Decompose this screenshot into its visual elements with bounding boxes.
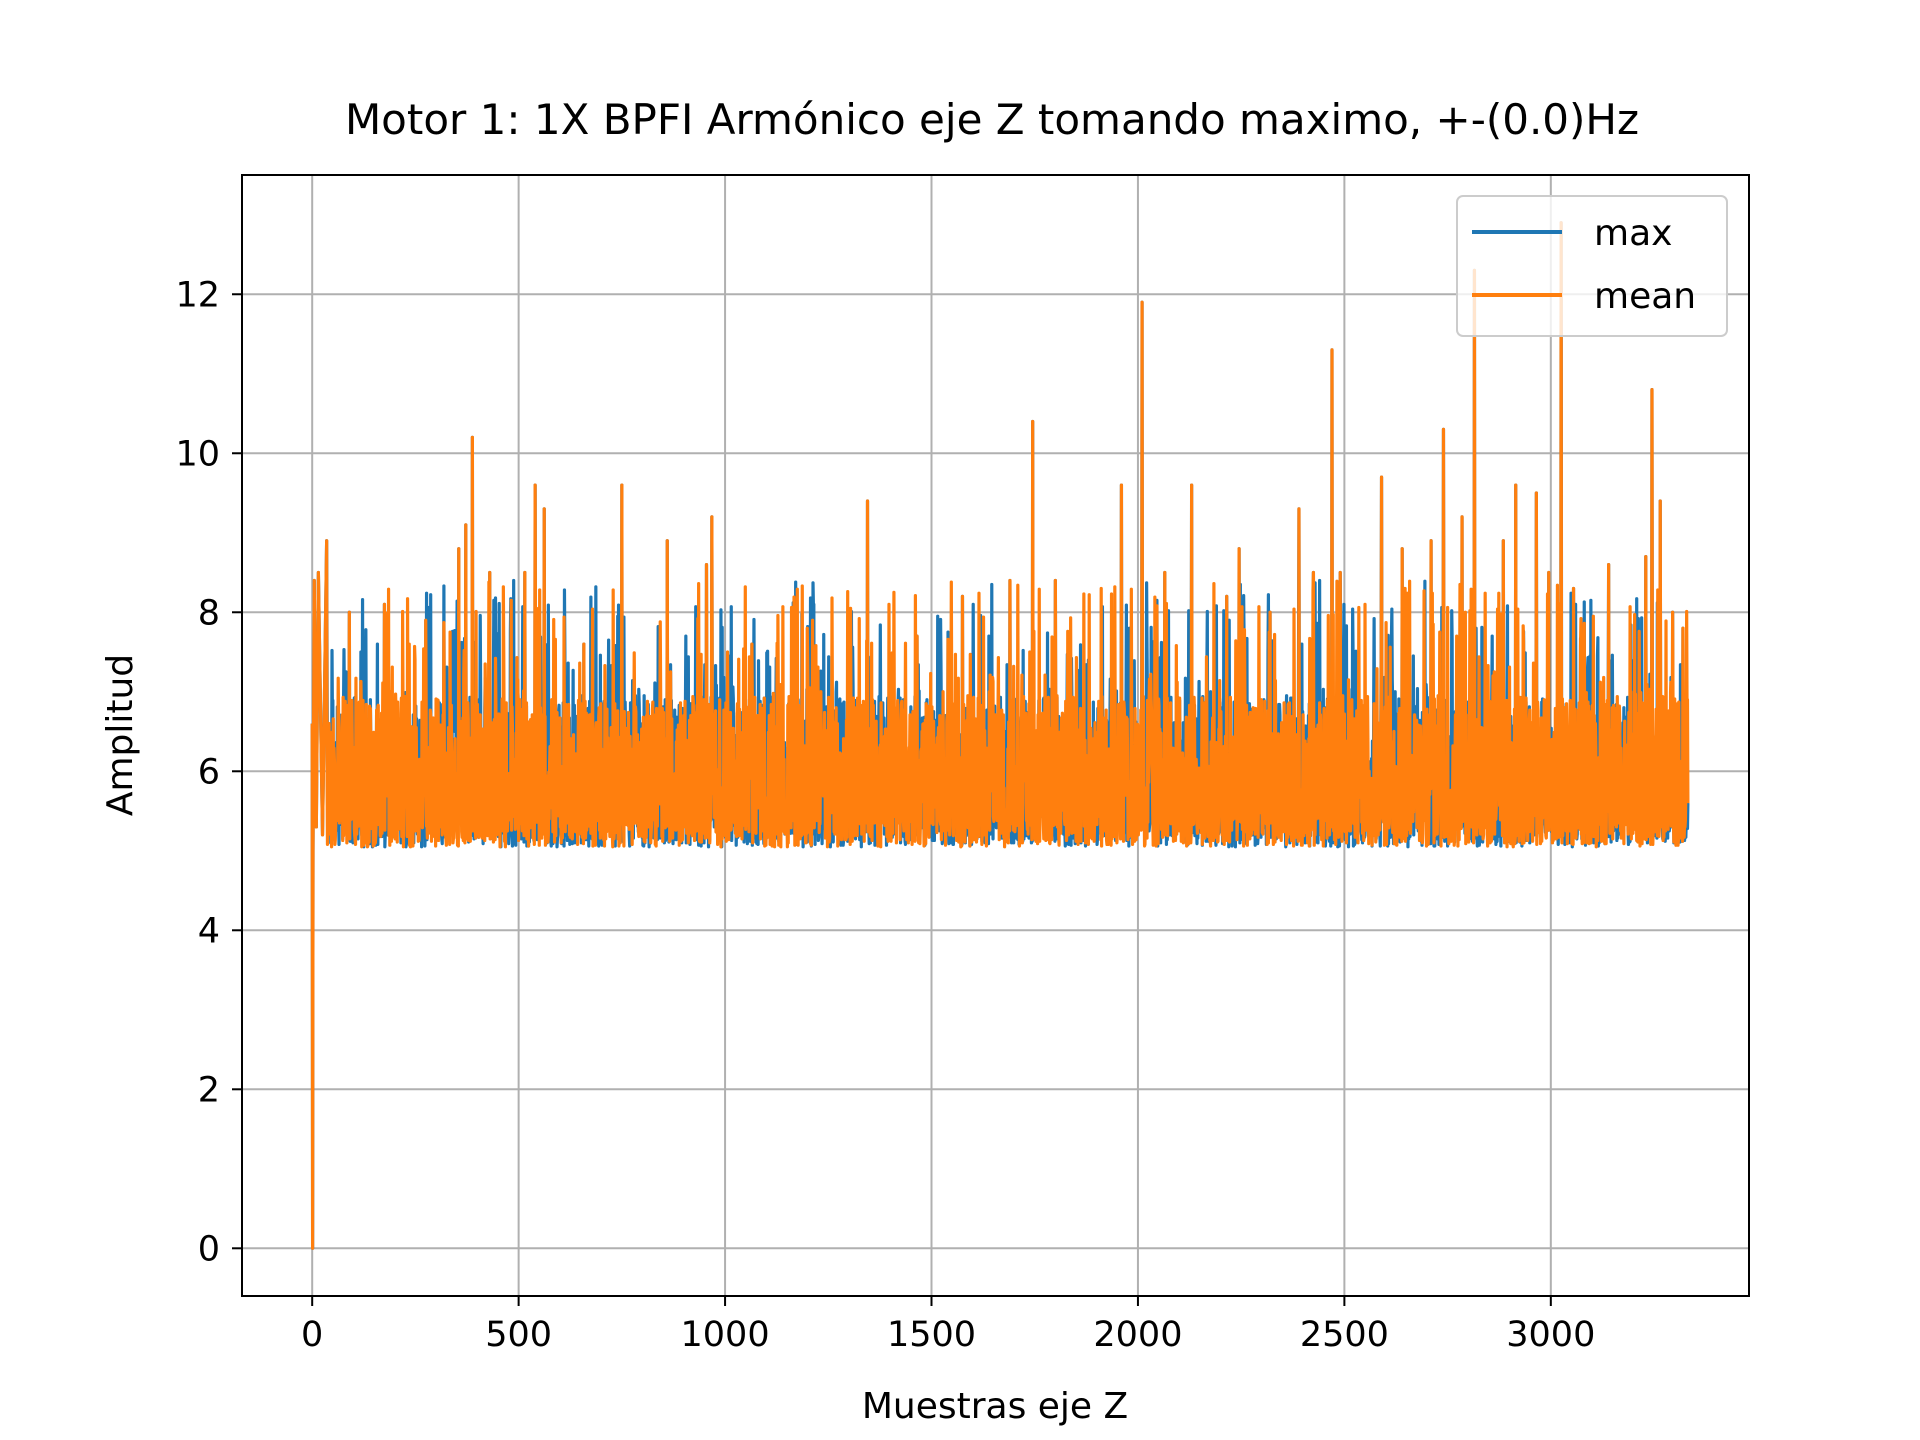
x-tick-label: 1500: [887, 1315, 976, 1355]
y-tick-label: 2: [198, 1070, 220, 1110]
x-tick-label: 2500: [1300, 1315, 1389, 1355]
legend-label-mean: mean: [1594, 276, 1696, 317]
y-tick-label: 4: [198, 911, 220, 951]
plot-frame: [241, 174, 1750, 1297]
y-tick-label: 8: [198, 593, 220, 633]
y-tick-label: 12: [175, 275, 220, 315]
x-tick-label: 2000: [1093, 1315, 1182, 1355]
x-tick-label: 3000: [1506, 1315, 1595, 1355]
legend-label-max: max: [1594, 213, 1672, 254]
y-tick-label: 6: [198, 752, 220, 792]
legend: max mean: [1456, 195, 1728, 337]
series-layer: [310, 221, 1690, 1250]
x-tick-label: 500: [485, 1315, 552, 1355]
x-axis-label: Muestras eje Z: [862, 1386, 1128, 1427]
y-axis-label: Amplitud: [100, 654, 141, 816]
y-tick-label: 0: [198, 1229, 220, 1269]
x-axis-ticks: 0 500 1000 1500 2000 2500 3000: [301, 1296, 1595, 1355]
series-line-mean: [310, 221, 1690, 1250]
x-tick-label: 0: [301, 1315, 323, 1355]
y-axis-ticks: 0 2 4 6 8 10 12: [175, 275, 242, 1269]
y-tick-label: 10: [175, 434, 220, 474]
chart-title: Motor 1: 1X BPFI Armónico eje Z tomando …: [345, 95, 1639, 144]
x-tick-label: 1000: [681, 1315, 770, 1355]
